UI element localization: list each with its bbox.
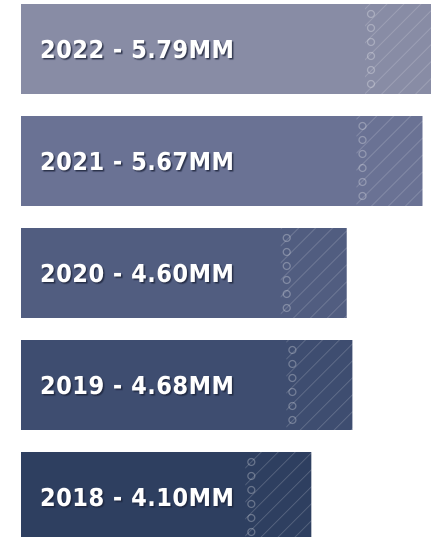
page: {"chart_data": {"type": "bar", "orientat… — [0, 0, 435, 537]
bar-decoration — [245, 452, 311, 537]
bar-decoration — [357, 116, 423, 206]
chart: 2022 - 5.79MM 2021 - 5.67MM 2020 - 4.60MM 2… — [0, 0, 435, 537]
bar-decoration — [286, 340, 352, 430]
bar-group: 2018 - 4.10MM — [21, 452, 311, 537]
bar-group: 2021 - 5.67MM — [21, 116, 423, 206]
bar-group: 2022 - 5.79MM — [21, 4, 431, 94]
bar-label: 2021 - 5.67MM — [40, 147, 234, 176]
bar-label: 2019 - 4.68MM — [40, 371, 234, 400]
bar-label: 2020 - 4.60MM — [40, 259, 234, 288]
bar-group: 2020 - 4.60MM — [21, 228, 347, 318]
bar-label: 2018 - 4.10MM — [40, 483, 234, 512]
bar-label: 2022 - 5.79MM — [40, 35, 234, 64]
bar-decoration — [281, 228, 347, 318]
bar-group: 2019 - 4.68MM — [21, 340, 352, 430]
bar-decoration — [365, 4, 431, 94]
